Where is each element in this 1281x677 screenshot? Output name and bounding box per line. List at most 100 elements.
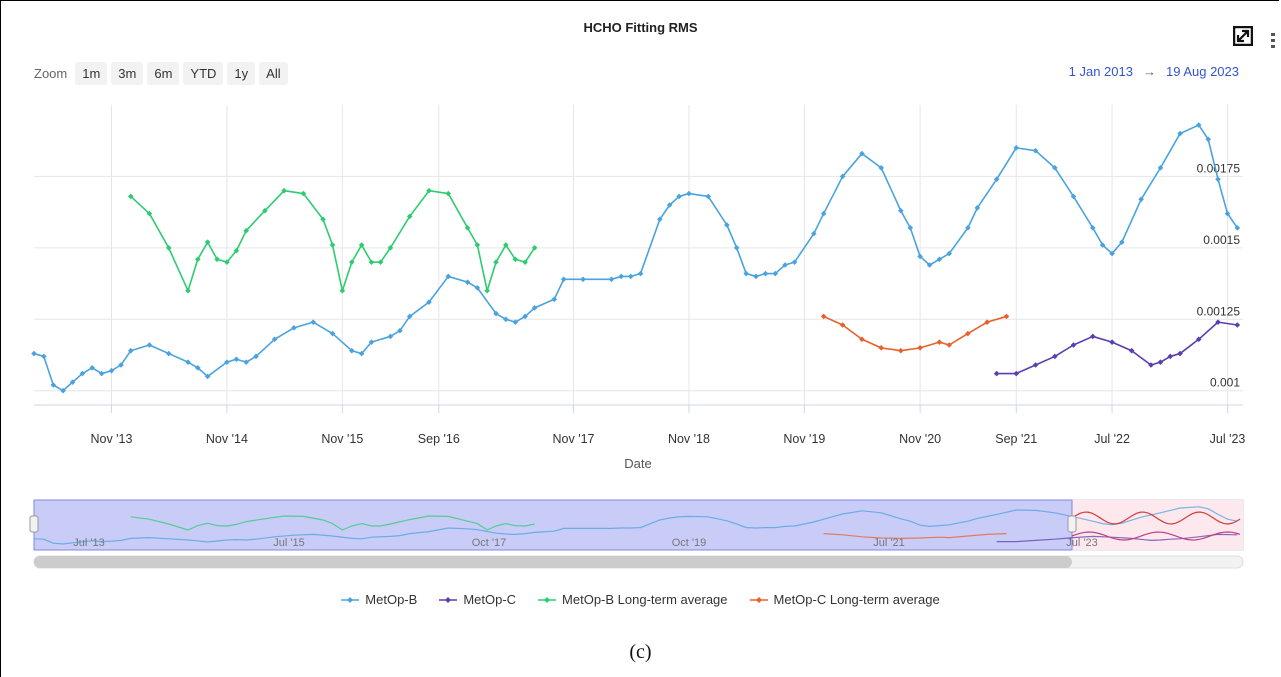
- series-metop-b: [31, 122, 1241, 394]
- data-point: [50, 382, 57, 388]
- menu-icon[interactable]: [1270, 32, 1276, 50]
- legend-item-metop-b[interactable]: MetOp-B: [341, 592, 417, 607]
- zoom-all-button[interactable]: All: [259, 62, 288, 85]
- data-point: [503, 316, 509, 323]
- data-point: [1089, 225, 1096, 231]
- data-point: [1138, 196, 1144, 203]
- data-point: [41, 353, 47, 360]
- x-tick-label: Nov '13: [90, 432, 132, 446]
- data-point: [936, 256, 943, 263]
- data-point: [839, 322, 846, 328]
- data-point: [60, 387, 66, 394]
- data-point: [445, 273, 452, 280]
- x-tick-label: Sep '21: [995, 432, 1037, 446]
- data-point: [512, 319, 519, 325]
- data-point: [936, 339, 943, 345]
- zoom-3m-button[interactable]: 3m: [111, 62, 144, 85]
- data-point: [406, 313, 413, 320]
- navigator-preview-line: [1071, 531, 1241, 541]
- data-point: [358, 242, 365, 248]
- range-to[interactable]: 19 Aug 2023: [1165, 64, 1239, 79]
- fullscreen-icon[interactable]: [1233, 26, 1253, 46]
- data-point: [898, 347, 904, 354]
- x-tick-label: Nov '19: [783, 432, 825, 446]
- data-point: [89, 365, 95, 371]
- data-point: [560, 276, 567, 283]
- series-metop-c-avg: [820, 313, 1010, 354]
- data-point: [917, 253, 923, 260]
- chart-svg: Nov '13 Nov '14 Nov '15 Sep '16 Nov '17 Nov '…: [29, 105, 1246, 569]
- legend-symbol-icon: [538, 596, 557, 603]
- zoom-1m-button[interactable]: 1m: [75, 62, 108, 85]
- zoom-1y-button[interactable]: 1y: [227, 62, 256, 85]
- legend-item-metop-c-avg[interactable]: MetOp-C Long-term average: [749, 592, 940, 607]
- data-point: [329, 242, 336, 248]
- data-point: [503, 242, 509, 248]
- data-point: [1157, 359, 1164, 365]
- data-point: [79, 370, 86, 377]
- data-point: [464, 279, 471, 285]
- data-point: [1109, 250, 1115, 257]
- legend-item-metop-c[interactable]: MetOp-C: [439, 592, 516, 607]
- data-point: [1013, 145, 1020, 151]
- data-point: [1070, 342, 1077, 348]
- data-point: [377, 259, 384, 265]
- scrollbar-thumb[interactable]: [34, 556, 1072, 568]
- legend-label: MetOp-B Long-term average: [562, 592, 728, 607]
- data-point: [243, 227, 249, 234]
- data-point: [1003, 313, 1010, 320]
- series-line: [33, 124, 1238, 392]
- data-point: [965, 330, 971, 337]
- data-point: [878, 165, 885, 171]
- data-point: [31, 350, 37, 357]
- data-point: [1177, 130, 1183, 137]
- data-point: [493, 259, 499, 265]
- legend-item-metop-b-avg[interactable]: MetOp-B Long-term average: [538, 592, 728, 607]
- data-point: [281, 187, 287, 194]
- chart-title: HCHO Fitting RMS: [583, 20, 698, 35]
- series-metop-b-avg: [127, 187, 538, 294]
- data-point: [666, 202, 673, 208]
- data-point: [233, 356, 240, 363]
- data-point: [204, 239, 211, 245]
- data-point: [310, 319, 317, 325]
- data-point: [146, 342, 153, 348]
- series-metop-c: [993, 319, 1241, 377]
- data-point: [753, 273, 759, 280]
- x-tick-label: Nov '15: [321, 432, 363, 446]
- navigator-right-handle[interactable]: [1067, 515, 1077, 533]
- data-point: [608, 276, 615, 283]
- data-point: [108, 367, 115, 374]
- figure-caption: (c): [629, 641, 652, 663]
- data-point: [657, 216, 663, 223]
- data-point: [271, 336, 278, 343]
- data-point: [1167, 353, 1174, 360]
- y-tick-label: 0.00125: [1197, 304, 1241, 318]
- data-point: [1205, 136, 1212, 143]
- navigator-tick-label: Jul '23: [1066, 537, 1097, 549]
- x-tick-label: Jul '23: [1210, 432, 1246, 446]
- data-point: [1032, 147, 1039, 154]
- data-point: [724, 222, 730, 228]
- navigator-left-handle[interactable]: [29, 515, 39, 533]
- zoom-ytd-button[interactable]: YTD: [183, 62, 224, 85]
- data-point: [522, 259, 528, 265]
- data-point: [1224, 210, 1231, 217]
- y-tick-label: 0.00175: [1197, 161, 1241, 175]
- x-axis: Nov '13 Nov '14 Nov '15 Sep '16 Nov '17 Nov '…: [34, 404, 1246, 446]
- data-point: [1070, 193, 1077, 200]
- zoom-6m-button[interactable]: 6m: [147, 62, 180, 85]
- data-point: [165, 350, 172, 357]
- data-point: [811, 230, 817, 237]
- data-point: [1215, 176, 1221, 183]
- data-point: [974, 205, 981, 211]
- data-point: [262, 207, 268, 214]
- range-from[interactable]: 1 Jan 2013: [1068, 64, 1133, 79]
- data-point: [185, 359, 191, 365]
- navigator[interactable]: Jul '13 Jul '15 Oct '17 Oct '19 Jul '21 Jul '…: [29, 499, 1244, 569]
- legend-label: MetOp-B: [365, 592, 418, 607]
- data-point: [522, 313, 528, 320]
- data-point: [406, 213, 413, 220]
- data-point: [618, 273, 625, 280]
